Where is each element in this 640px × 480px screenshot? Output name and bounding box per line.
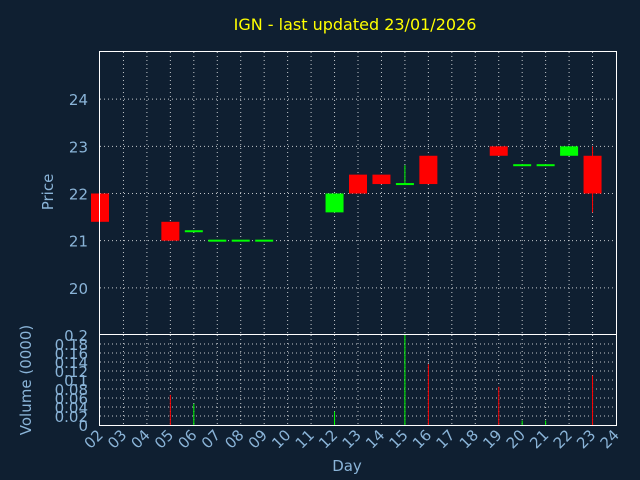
day-tick-label: 22	[550, 426, 576, 452]
candle-body	[560, 146, 579, 156]
volume-tick-label: 0.1	[64, 372, 88, 390]
price-tick-labels: 20 21 22 23 24	[69, 91, 88, 298]
price-tick-label: 24	[69, 91, 88, 109]
day-tick-label: 03	[104, 426, 130, 452]
day-tick-label: 10	[268, 426, 294, 452]
day-tick-label: 21	[526, 426, 552, 452]
volume-tick-label: 0.2	[64, 327, 88, 345]
day-tick-label: 04	[128, 426, 154, 452]
volume-tick-label: 0.02	[55, 408, 88, 426]
volume-tick-label: 0.16	[55, 345, 88, 363]
day-tick-label: 09	[245, 426, 271, 452]
price-tick-label: 20	[69, 280, 88, 298]
candle-body	[231, 239, 250, 242]
candle-body	[513, 164, 532, 167]
day-tick-label: 24	[597, 426, 623, 452]
candle-body	[184, 230, 203, 233]
day-tick-label: 11	[292, 426, 318, 452]
volume-panel-frame	[99, 334, 617, 426]
day-tick-label: 08	[221, 426, 247, 452]
candle-body	[583, 155, 602, 194]
day-tick-label: 05	[151, 426, 177, 452]
day-tick-label: 14	[362, 426, 388, 452]
day-tick-label: 12	[315, 426, 341, 452]
candle-body	[349, 174, 367, 194]
day-tick-label: 23	[573, 426, 599, 452]
volume-tick-label: 0.14	[55, 354, 88, 372]
volume-grid	[100, 335, 616, 425]
candles-group	[91, 146, 602, 242]
candle-body	[255, 239, 274, 242]
candle-body	[536, 164, 555, 167]
day-tick-label: 15	[386, 426, 412, 452]
day-tick-label: 13	[339, 426, 365, 452]
candle-body	[489, 146, 508, 156]
chart-title: IGN - last updated 23/01/2026	[234, 15, 477, 34]
day-axis-label: Day	[332, 457, 362, 475]
volume-tick-label: 0.06	[55, 390, 88, 408]
candle-body	[161, 221, 180, 241]
candle-body	[395, 183, 414, 186]
volume-tick-label: 0	[78, 417, 88, 435]
price-tick-label: 22	[69, 186, 88, 204]
candle-body	[208, 239, 227, 242]
day-tick-label: 18	[456, 426, 482, 452]
candle-body	[372, 174, 391, 185]
volume-tick-label: 0.18	[55, 336, 88, 354]
day-tick-label: 06	[174, 426, 200, 452]
day-tick-label: 19	[479, 426, 505, 452]
volume-bars-group	[169, 335, 594, 425]
price-tick-label: 23	[69, 138, 88, 156]
price-tick-label: 21	[69, 233, 88, 251]
volume-tick-labels: 00.020.040.060.080.10.120.140.160.180.2	[55, 327, 88, 435]
volume-axis-label: Volume (0000)	[17, 325, 35, 435]
day-tick-label: 07	[198, 426, 224, 452]
candle-body	[325, 193, 344, 213]
day-tick-label: 20	[503, 426, 529, 452]
day-tick-label: 17	[432, 426, 458, 452]
price-axis-label: Price	[39, 174, 57, 211]
candle-body	[419, 155, 438, 185]
volume-tick-label: 0.12	[55, 363, 88, 381]
volume-tick-label: 0.04	[55, 399, 88, 417]
day-tick-label: 16	[409, 426, 435, 452]
day-tick-labels: 0203040506070809101112131415161718192021…	[81, 426, 623, 452]
volume-tick-label: 0.08	[55, 381, 88, 399]
